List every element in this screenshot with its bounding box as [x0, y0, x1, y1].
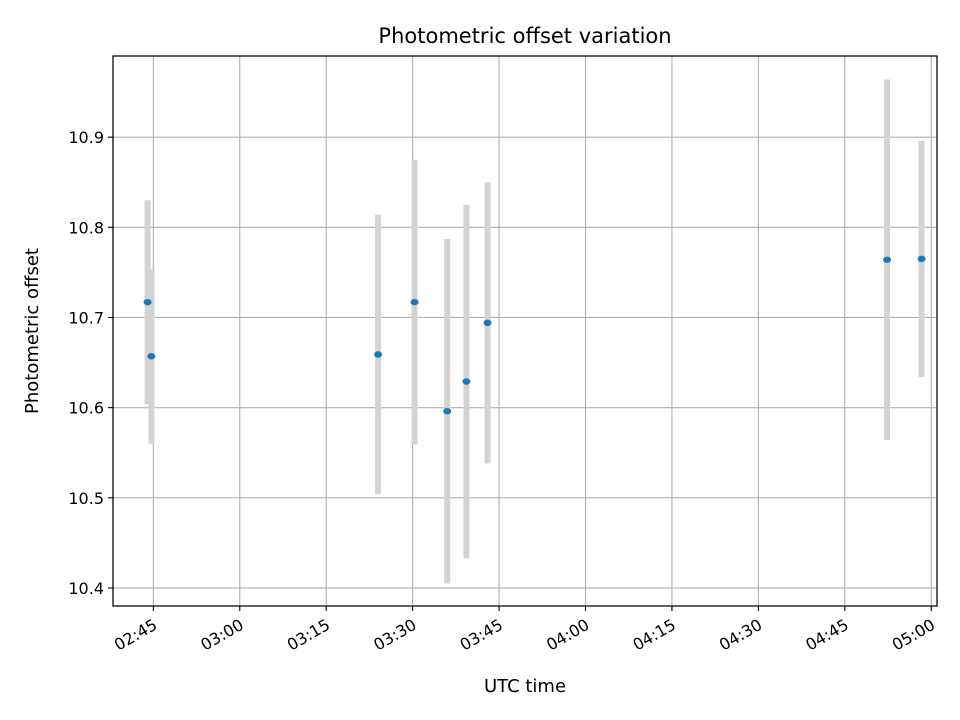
data-points	[143, 255, 926, 415]
y-tick-label: 10.6	[68, 399, 104, 418]
data-point	[374, 351, 383, 358]
data-point	[143, 298, 152, 306]
x-axis-label: UTC time	[484, 676, 566, 697]
data-point	[483, 319, 492, 327]
data-point	[462, 378, 471, 385]
data-point	[917, 255, 926, 263]
data-point	[410, 298, 419, 306]
chart-title: Photometric offset variation	[378, 24, 671, 48]
y-axis: 10.4 10.5 10.6 10.7 10.8 10.9	[68, 128, 113, 598]
y-tick-label: 10.5	[68, 489, 104, 508]
y-tick-label: 10.8	[68, 218, 104, 237]
data-point	[147, 353, 156, 360]
y-tick-label: 10.4	[68, 579, 104, 598]
data-point	[443, 408, 452, 415]
y-tick-label: 10.7	[68, 308, 104, 327]
grid	[113, 56, 937, 606]
y-axis-label: Photometric offset	[22, 248, 43, 414]
data-point	[883, 256, 892, 263]
plot-frame	[112, 55, 938, 607]
y-tick-label: 10.9	[68, 128, 104, 147]
